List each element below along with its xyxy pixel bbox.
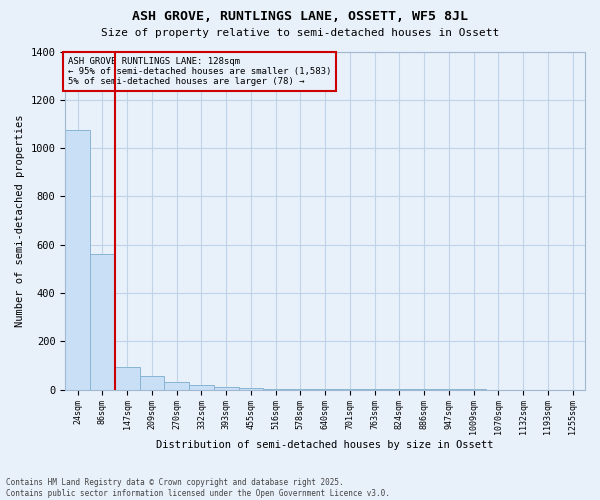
Bar bbox=[214, 387, 239, 390]
Bar bbox=[164, 382, 189, 390]
Bar bbox=[239, 388, 263, 390]
Text: Size of property relative to semi-detached houses in Ossett: Size of property relative to semi-detach… bbox=[101, 28, 499, 38]
Bar bbox=[140, 376, 164, 390]
X-axis label: Distribution of semi-detached houses by size in Ossett: Distribution of semi-detached houses by … bbox=[157, 440, 494, 450]
Bar bbox=[189, 385, 214, 390]
Bar bbox=[90, 254, 115, 390]
Text: Contains HM Land Registry data © Crown copyright and database right 2025.
Contai: Contains HM Land Registry data © Crown c… bbox=[6, 478, 390, 498]
Text: ASH GROVE RUNTLINGS LANE: 128sqm
← 95% of semi-detached houses are smaller (1,58: ASH GROVE RUNTLINGS LANE: 128sqm ← 95% o… bbox=[68, 56, 331, 86]
Text: ASH GROVE, RUNTLINGS LANE, OSSETT, WF5 8JL: ASH GROVE, RUNTLINGS LANE, OSSETT, WF5 8… bbox=[132, 10, 468, 23]
Bar bbox=[313, 389, 338, 390]
Bar bbox=[338, 389, 362, 390]
Bar bbox=[115, 367, 140, 390]
Bar bbox=[65, 130, 90, 390]
Bar bbox=[288, 389, 313, 390]
Y-axis label: Number of semi-detached properties: Number of semi-detached properties bbox=[15, 114, 25, 327]
Bar bbox=[263, 388, 288, 390]
